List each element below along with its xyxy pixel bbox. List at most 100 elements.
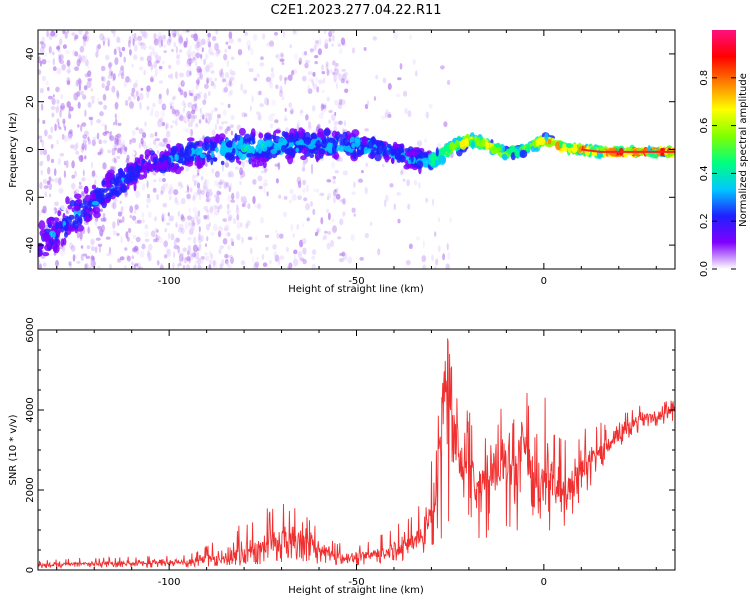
noise-speck — [113, 198, 118, 202]
ridge-blob — [38, 220, 46, 231]
noise-speck — [193, 180, 197, 187]
noise-speck — [214, 77, 218, 82]
noise-speck — [278, 257, 280, 266]
noise-speck — [119, 256, 125, 261]
noise-speck — [52, 66, 57, 72]
noise-speck — [306, 184, 309, 193]
noise-speck — [116, 144, 122, 151]
noise-speck — [42, 185, 48, 191]
ridge-blob — [64, 231, 68, 238]
y-tick-label: 0 — [25, 146, 36, 152]
ridge-blob — [535, 138, 541, 147]
noise-speck — [334, 188, 337, 193]
noise-speck — [41, 42, 46, 49]
ridge-blob — [459, 139, 467, 150]
noise-speck — [201, 136, 205, 140]
noise-speck — [129, 214, 132, 219]
colorbar-tick-label: 0.6 — [699, 118, 710, 134]
noise-speck — [91, 256, 96, 262]
noise-speck — [195, 46, 200, 52]
noise-speck — [60, 105, 65, 109]
noise-speck — [397, 218, 401, 224]
noise-speck — [127, 227, 132, 234]
noise-speck — [101, 122, 105, 127]
ridge-blob — [410, 155, 414, 163]
noise-speck — [331, 30, 335, 34]
noise-speck — [98, 139, 102, 145]
noise-speck — [117, 73, 121, 78]
noise-speck — [336, 187, 339, 194]
noise-speck — [112, 201, 117, 210]
noise-speck — [338, 48, 343, 55]
noise-speck — [334, 64, 337, 72]
noise-speck — [405, 259, 411, 266]
noise-speck — [274, 119, 279, 124]
ridge-blob — [257, 146, 263, 154]
noise-speck — [264, 168, 269, 171]
noise-speck — [315, 40, 320, 44]
noise-speck — [209, 188, 213, 197]
noise-speck — [302, 238, 307, 245]
noise-speck — [104, 124, 107, 131]
ridge-blob — [286, 138, 295, 143]
noise-speck — [202, 40, 207, 45]
noise-speck — [102, 41, 105, 46]
noise-speck — [131, 137, 137, 143]
noise-speck — [306, 217, 310, 222]
noise-speck — [117, 133, 123, 141]
noise-speck — [304, 51, 308, 56]
ridge-blob — [246, 152, 254, 158]
noise-speck — [166, 130, 171, 138]
noise-speck — [179, 115, 184, 122]
noise-speck — [161, 103, 167, 111]
ridge-blob — [120, 183, 126, 192]
noise-speck — [250, 247, 253, 255]
noise-speck — [323, 234, 328, 240]
noise-speck — [112, 75, 115, 82]
ridge-blob — [439, 149, 443, 155]
noise-speck — [191, 222, 196, 226]
noise-speck — [65, 207, 68, 214]
noise-speck — [205, 191, 210, 199]
noise-speck — [196, 68, 202, 76]
noise-speck — [194, 103, 198, 108]
noise-speck — [300, 110, 304, 114]
ridge-blob — [253, 163, 260, 168]
noise-speck — [173, 244, 179, 250]
x-tick-label: -100 — [158, 577, 181, 588]
noise-speck — [269, 123, 274, 129]
noise-speck — [342, 212, 345, 218]
ridge-blob — [69, 200, 76, 207]
noise-speck — [190, 93, 195, 97]
figure-title: C2E1.2023.277.04.22.R11 — [270, 3, 441, 18]
noise-speck — [288, 199, 293, 204]
noise-speck — [38, 135, 43, 140]
noise-speck — [214, 180, 219, 187]
noise-speck — [113, 48, 117, 56]
noise-speck — [87, 227, 91, 234]
noise-speck — [55, 86, 60, 93]
noise-speck — [46, 180, 50, 186]
noise-speck — [172, 262, 175, 269]
ridge-blob — [102, 188, 108, 193]
noise-speck — [269, 82, 274, 89]
noise-speck — [57, 44, 60, 53]
noise-speck — [160, 110, 166, 118]
noise-speck — [57, 44, 61, 51]
ridge-blob — [351, 129, 360, 137]
noise-speck — [102, 93, 107, 101]
noise-speck — [208, 259, 213, 265]
noise-speck — [191, 89, 194, 96]
noise-speck — [153, 74, 158, 78]
ridge-blob — [144, 149, 151, 158]
noise-speck — [359, 257, 365, 261]
noise-speck — [146, 145, 149, 150]
noise-speck — [193, 265, 197, 269]
noise-speck — [302, 158, 306, 167]
noise-speck — [158, 65, 162, 71]
noise-speck — [99, 33, 105, 41]
noise-speck — [181, 171, 184, 175]
noise-speck — [153, 33, 157, 40]
noise-speck — [75, 79, 80, 88]
